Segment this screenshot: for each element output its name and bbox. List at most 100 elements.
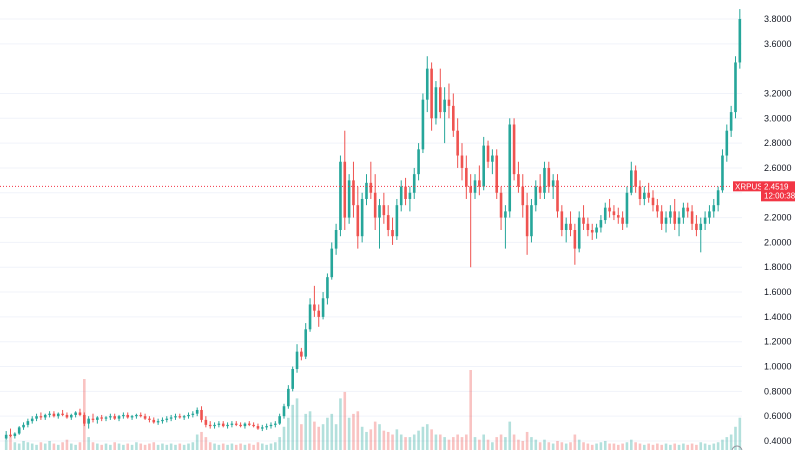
candle-body [595, 227, 598, 233]
candle-body [473, 180, 477, 193]
volume-bar [469, 370, 472, 450]
volume-bar [65, 439, 69, 450]
candle-body [656, 205, 659, 212]
candle-body [725, 130, 729, 156]
candle-body [543, 167, 546, 193]
candle-body [534, 186, 538, 206]
volume-bar [525, 431, 529, 450]
volume-bar [61, 442, 64, 450]
candles [4, 9, 742, 440]
candle-body [395, 205, 399, 237]
candle-body [165, 418, 169, 420]
volume-bar [595, 443, 598, 450]
volume-bar [452, 437, 455, 450]
volume-bar [78, 442, 82, 450]
volume-bar [265, 444, 268, 450]
volume-bar [638, 443, 642, 450]
candle-body [378, 205, 381, 218]
price-tick-label: 3.0000 [764, 113, 792, 123]
volume-bar [221, 443, 225, 450]
candle-body [117, 416, 121, 419]
volume-bar [547, 442, 551, 450]
candle-body [17, 427, 21, 434]
volume-bar [582, 442, 585, 450]
candle-body [260, 427, 264, 429]
volume-bar [682, 443, 685, 450]
candle-body [221, 423, 225, 427]
volume-bar [708, 444, 711, 450]
candle-body [590, 230, 594, 233]
candle-body [247, 423, 251, 425]
candle-body [682, 207, 685, 218]
grid-lines [0, 18, 742, 442]
volume-bar [369, 429, 373, 450]
candle-body [521, 186, 525, 206]
volume-bar [404, 437, 407, 450]
candle-body [43, 414, 47, 418]
candle-body [326, 277, 329, 299]
price-tick-label: 1.8000 [764, 262, 792, 272]
candle-body [634, 170, 637, 187]
volume-bar [165, 444, 169, 450]
volume-bar [386, 431, 390, 450]
volume-bar [530, 437, 533, 450]
candle-body [373, 192, 377, 218]
candle-body [135, 414, 138, 417]
volume-bar [213, 443, 216, 450]
candle-body [35, 416, 38, 419]
candle-body [538, 186, 542, 193]
volume-bar [569, 442, 572, 450]
candle-body [478, 180, 481, 187]
price-tick-label: 2.6000 [764, 163, 792, 173]
price-tick-label: 1.6000 [764, 287, 792, 297]
volume-bar [651, 444, 655, 450]
candle-body [352, 180, 355, 206]
volume-bar [421, 426, 425, 450]
volume-bar [234, 444, 238, 450]
volume-bar [408, 437, 412, 450]
volume-bar [577, 439, 581, 450]
volume-bar [512, 434, 516, 450]
candle-body [556, 180, 559, 212]
volume-bar [304, 413, 308, 450]
volume-bar [130, 444, 134, 450]
candle-body [300, 351, 303, 357]
volume-bar [52, 443, 56, 450]
volume-bar [447, 439, 451, 450]
volume-bar [491, 442, 494, 450]
candle-body [734, 62, 737, 113]
volume-bar [690, 443, 694, 450]
volume-bar [564, 443, 568, 450]
candle-body [96, 417, 99, 420]
volume-bar [599, 442, 603, 450]
volume-bar [634, 442, 637, 450]
candle-body [104, 417, 108, 419]
candle-body [226, 424, 229, 427]
volume-bar [317, 426, 321, 450]
candle-body [182, 416, 186, 418]
candle-body [187, 414, 190, 417]
volume-bar [243, 444, 247, 450]
volume-bar [96, 443, 99, 450]
volume-bar [260, 443, 264, 450]
symbol-tag [733, 181, 761, 192]
volume-bar [339, 398, 342, 450]
price-axis[interactable]: 3.80003.60003.20003.00002.80002.60002.40… [764, 14, 792, 446]
candle-body [677, 217, 681, 224]
volume-bar [456, 434, 459, 450]
candle-body [313, 304, 316, 311]
candle-body [204, 419, 208, 425]
candle-body [491, 155, 494, 162]
volume-bar [573, 434, 577, 450]
volume-bar [330, 413, 334, 450]
volume-bar [334, 424, 338, 450]
price-tick-label: 3.8000 [764, 14, 792, 24]
volume-bar [156, 444, 160, 450]
volume-bar [308, 411, 312, 450]
last-price-tag: XRPUSD 2.4519 12:00:38 [733, 181, 796, 202]
candle-body [660, 211, 663, 224]
candle-body [148, 418, 151, 420]
volume-bar [695, 444, 698, 450]
